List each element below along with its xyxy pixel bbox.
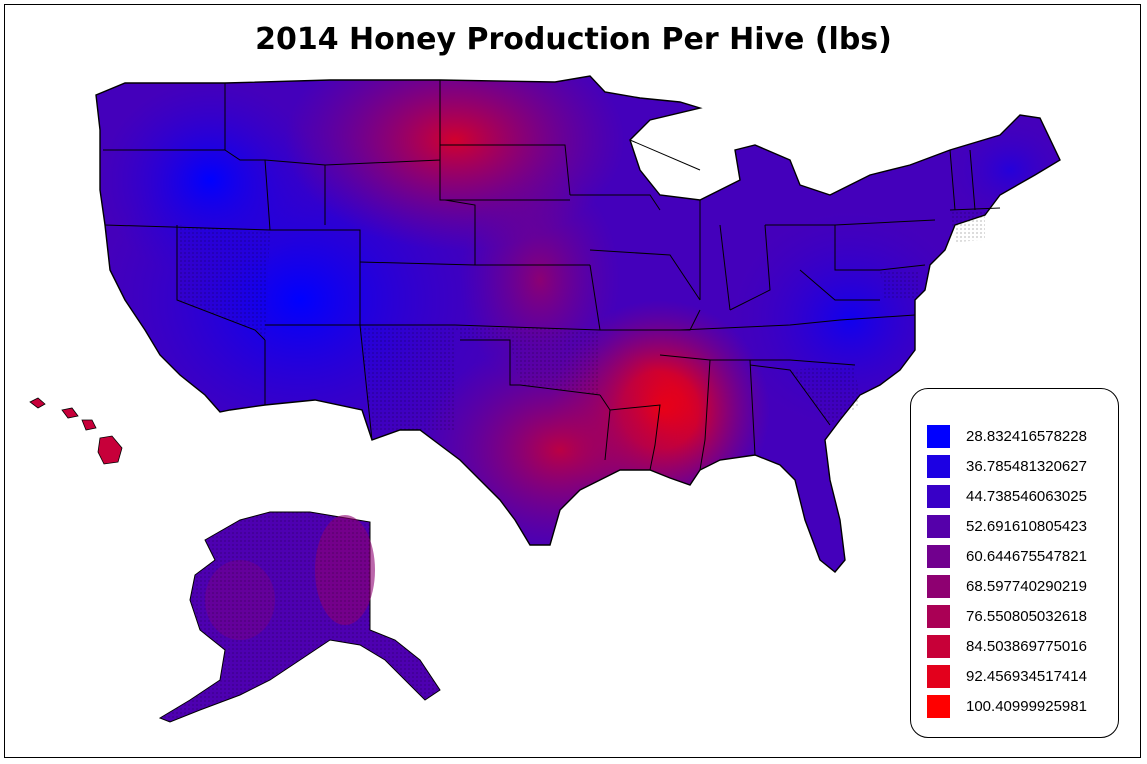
legend-item: 44.738546063025 (927, 484, 1087, 508)
legend-item: 76.550805032618 (927, 604, 1087, 628)
state-borders (95, 75, 1061, 573)
legend-swatch (927, 514, 950, 538)
legend-item: 84.503869775016 (927, 634, 1087, 658)
legend-label: 60.644675547821 (966, 547, 1087, 565)
legend-swatch (927, 574, 950, 598)
legend-swatch (927, 484, 950, 508)
legend-label: 76.550805032618 (966, 607, 1087, 625)
dotted-states (177, 210, 985, 432)
legend-label: 36.785481320627 (966, 457, 1087, 475)
hawaii (29, 397, 123, 465)
contiguous-us (95, 75, 1061, 573)
legend-swatch (927, 424, 950, 448)
legend-swatch (927, 604, 950, 628)
legend-label: 28.832416578228 (966, 427, 1087, 445)
legend-swatch (927, 544, 950, 568)
legend-label: 44.738546063025 (966, 487, 1087, 505)
legend-label: 92.456934517414 (966, 667, 1087, 685)
legend-item: 36.785481320627 (927, 454, 1087, 478)
legend-swatch (927, 694, 950, 718)
legend-item: 60.644675547821 (927, 544, 1087, 568)
legend-label: 68.597740290219 (966, 577, 1087, 595)
alaska (158, 511, 441, 723)
legend-label: 52.691610805423 (966, 517, 1087, 535)
legend-item: 92.456934517414 (927, 664, 1087, 688)
legend-swatch (927, 634, 950, 658)
legend-label: 84.503869775016 (966, 637, 1087, 655)
legend-swatch (927, 664, 950, 688)
legend-item: 52.691610805423 (927, 514, 1087, 538)
legend-label: 100.40999925981 (966, 697, 1087, 715)
map-title: 2014 Honey Production Per Hive (lbs) (255, 22, 892, 57)
legend-item: 68.597740290219 (927, 574, 1087, 598)
legend-swatch (927, 454, 950, 478)
legend-item: 28.832416578228 (927, 424, 1087, 448)
legend-item: 100.40999925981 (927, 694, 1087, 718)
map-legend: 28.832416578228 36.785481320627 44.7385460… (910, 388, 1119, 738)
